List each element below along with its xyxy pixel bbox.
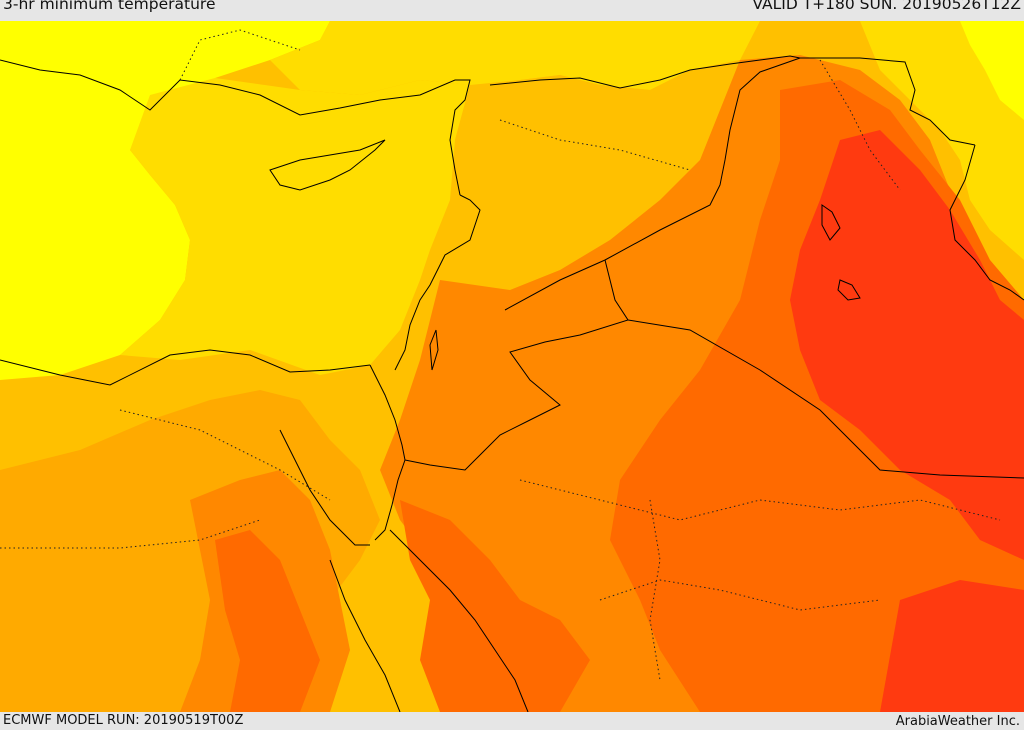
admin-boundaries: [0, 29, 1001, 681]
zone-hottest-southeast: [880, 580, 1024, 712]
coastline-sinai-suez: [279, 429, 370, 546]
zone-very-hot-sinai: [215, 530, 320, 712]
zone-very-hot-south: [400, 500, 590, 712]
coastline-levant: [394, 194, 481, 371]
border-israel-egypt: [369, 364, 406, 461]
valid-time: VALID T+180 SUN. 20190526T12Z: [752, 0, 1021, 13]
admin-line-8: [179, 29, 301, 81]
admin-line-3: [499, 119, 691, 171]
zone-cool-sea: [120, 78, 470, 375]
coastline-egypt: [0, 349, 371, 386]
coastline-red-sea-west: [329, 559, 401, 712]
island-cyprus: [269, 139, 386, 191]
admin-line-7: [649, 499, 661, 681]
border-iraq-saudi: [627, 319, 1024, 479]
zone-coolest-northeast: [960, 21, 1024, 120]
zone-hottest-iraq: [790, 130, 1024, 560]
map-title: 3-hr minimum temperature: [3, 0, 216, 13]
border-syria-iraq: [504, 57, 801, 311]
header-bar: 3-hr minimum temperature VALID T+180 SUN…: [0, 0, 1024, 21]
dead-sea: [429, 329, 439, 371]
zone-cool-north: [270, 21, 760, 95]
border-turkey-syria: [489, 55, 976, 146]
zone-coolest: [0, 21, 330, 380]
border-lines: [0, 55, 1024, 712]
border-jordan-saudi: [404, 259, 629, 471]
admin-line-2: [0, 519, 261, 549]
temperature-map: [0, 21, 1024, 712]
zone-cool-northeast: [860, 21, 1024, 260]
coastline-red-sea-east: [389, 529, 529, 712]
lake-tharthar: [821, 204, 841, 241]
admin-line-1: [119, 409, 331, 501]
admin-line-4: [519, 479, 1001, 521]
coastline-turkey: [0, 59, 471, 196]
credit: ArabiaWeather Inc.: [895, 714, 1020, 729]
zone-mild-levant: [455, 60, 740, 290]
coastline-gulf-of-aqaba: [374, 459, 406, 541]
lake-razazza: [837, 279, 861, 301]
map-canvas: [0, 21, 1024, 712]
model-run: ECMWF MODEL RUN: 20190519T00Z: [3, 713, 244, 728]
border-iran-iraq: [949, 144, 1024, 301]
footer-bar: ECMWF MODEL RUN: 20190519T00Z ArabiaWeat…: [0, 712, 1024, 729]
